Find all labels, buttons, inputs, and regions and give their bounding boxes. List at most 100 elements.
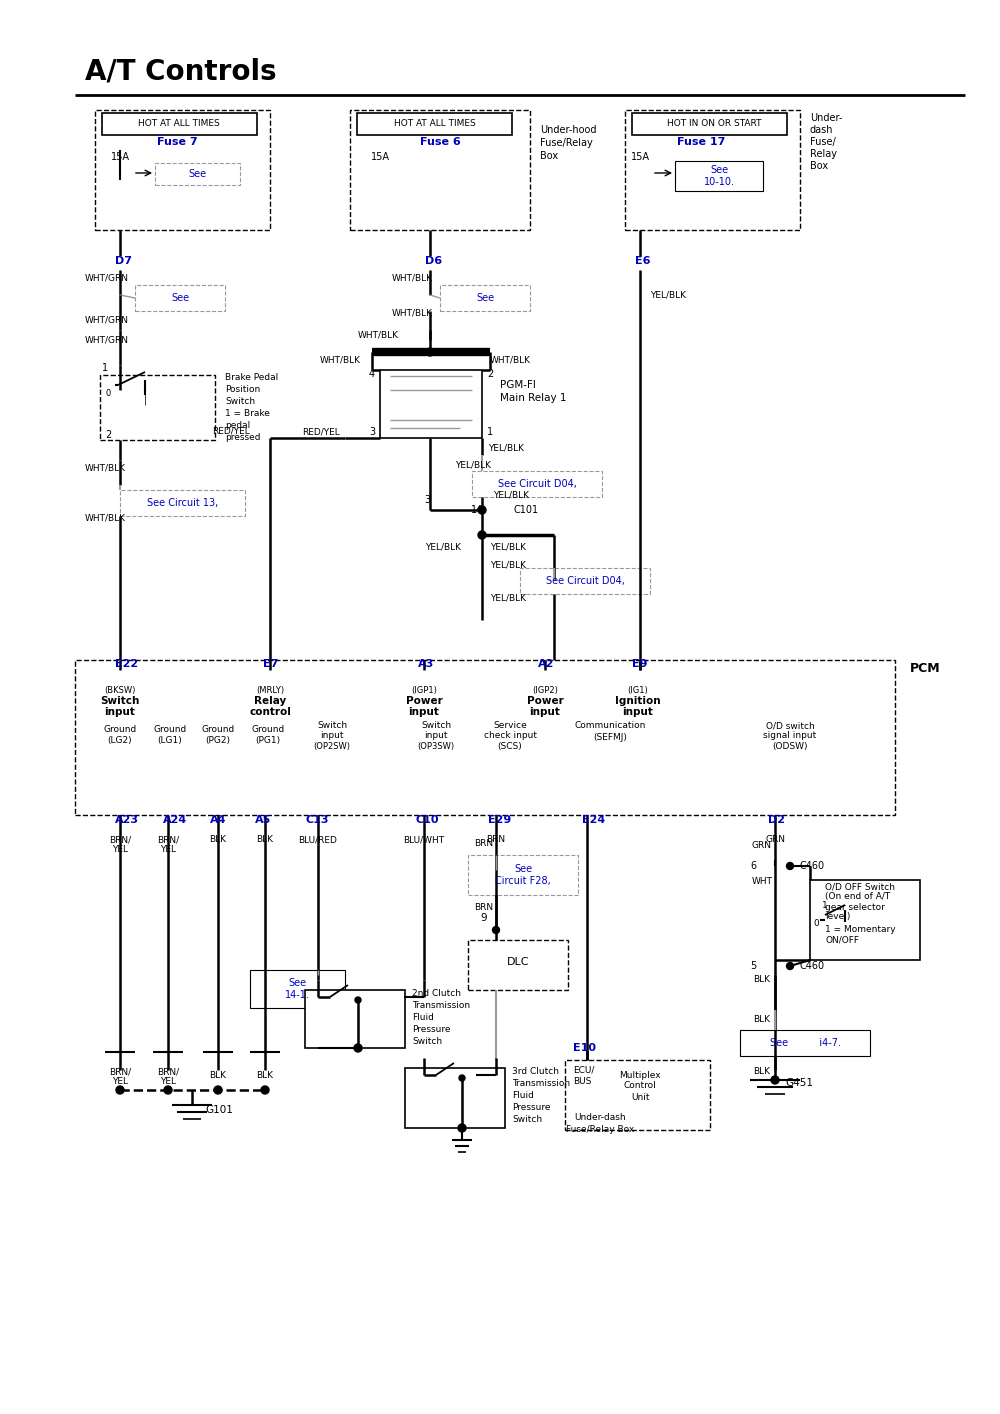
Bar [468,855,578,895]
Text: 1 = Brake: 1 = Brake [225,410,270,419]
Text: |: | [143,395,147,406]
Text: BLK: BLK [754,1068,770,1076]
Text: WHT/BLK: WHT/BLK [320,355,360,365]
Text: Power: Power [527,696,563,706]
Text: 2nd Clutch: 2nd Clutch [412,988,461,997]
Text: C13: C13 [305,814,328,824]
Text: 3: 3 [424,495,430,505]
Text: 6: 6 [750,861,756,871]
Text: A/T Controls: A/T Controls [85,58,277,86]
Text: Box: Box [810,161,828,171]
Text: pressed: pressed [225,434,260,443]
Text: WHT/BLK: WHT/BLK [358,331,399,339]
Text: See
14-1.: See 14-1. [285,978,310,1000]
Text: BLK: BLK [754,976,770,984]
Text: (SCS): (SCS) [498,741,522,751]
Text: BRN: BRN [486,836,506,844]
Text: Switch: Switch [225,397,255,406]
Text: A4: A4 [210,814,226,824]
Text: Power: Power [406,696,442,706]
Text: Transmission: Transmission [412,1001,470,1010]
Text: 1: 1 [487,427,493,437]
Text: RED/YEL: RED/YEL [302,427,340,437]
Bar [350,110,530,230]
Text: BRN/: BRN/ [157,836,179,844]
Text: 3: 3 [369,427,375,437]
Text: 1: 1 [102,363,108,373]
Text: See: See [476,293,494,303]
Text: (MRLY): (MRLY) [256,686,284,694]
Text: BLK: BLK [256,1070,274,1079]
Text: BUS: BUS [573,1077,591,1086]
Text: (LG2): (LG2) [108,735,132,745]
Text: WHT/BLK: WHT/BLK [392,273,433,283]
Text: (SEFMJ): (SEFMJ) [593,734,627,742]
Text: (IG1): (IG1) [628,686,648,694]
Text: Fuse/: Fuse/ [810,137,836,147]
Text: See: See [188,170,207,180]
Text: (BKSW): (BKSW) [104,686,136,694]
Text: WHT: WHT [752,878,772,887]
Text: Pressure: Pressure [512,1103,550,1113]
Text: YEL/BLK: YEL/BLK [490,543,526,551]
Text: Multiplex: Multiplex [619,1070,661,1079]
Circle shape [426,348,434,356]
Text: See: See [171,293,189,303]
Text: GRN: GRN [765,836,785,844]
Text: (IGP1): (IGP1) [411,686,437,694]
Text: BRN: BRN [474,839,494,847]
Text: Relay: Relay [254,696,286,706]
Circle shape [355,997,361,1003]
Text: 1 = Momentary: 1 = Momentary [825,926,896,935]
Text: DLC: DLC [507,957,529,967]
Text: Fuse 7: Fuse 7 [157,137,198,147]
Text: YEL: YEL [112,1077,128,1086]
Circle shape [478,532,486,539]
Text: RED/YEL: RED/YEL [212,427,250,436]
Circle shape [458,1124,466,1133]
Text: 1: 1 [822,902,828,911]
Text: A3: A3 [418,659,434,669]
Text: Transmission: Transmission [512,1079,570,1089]
Text: input: input [530,707,560,717]
Text: 15A: 15A [631,151,650,163]
Circle shape [164,1086,172,1094]
Text: ON/OFF: ON/OFF [825,936,859,945]
Text: (PG2): (PG2) [206,735,230,745]
Text: BLK: BLK [210,1070,226,1079]
Text: BRN/: BRN/ [157,1068,179,1076]
Text: E29: E29 [488,814,511,824]
Text: (OP2SW): (OP2SW) [314,741,351,751]
Text: Ground: Ground [153,725,187,734]
Text: Fuse 6: Fuse 6 [420,137,461,147]
Circle shape [492,926,500,933]
Circle shape [116,1086,124,1094]
Text: input: input [320,731,344,741]
Text: Ground: Ground [201,725,235,734]
Text: ECU/: ECU/ [573,1066,594,1075]
Text: HOT AT ALL TIMES: HOT AT ALL TIMES [138,120,220,129]
Text: Switch: Switch [317,721,347,731]
Text: E6: E6 [635,256,650,266]
Text: PGM-FI: PGM-FI [500,380,536,390]
Text: 9: 9 [481,913,487,923]
Text: BLK: BLK [256,836,274,844]
Text: dash: dash [810,124,834,134]
Text: See
10-10.: See 10-10. [704,165,734,187]
Text: A2: A2 [538,659,554,669]
Text: Pressure: Pressure [412,1025,450,1034]
Text: 3rd Clutch: 3rd Clutch [512,1068,559,1076]
Bar [468,940,568,990]
Text: input: input [623,707,653,717]
Text: E7: E7 [263,659,278,669]
Text: Control: Control [624,1082,656,1090]
Text: 15A: 15A [110,151,130,163]
Text: Position: Position [225,386,260,395]
Circle shape [786,863,794,870]
Bar [740,1029,870,1056]
Text: O/D switch: O/D switch [766,721,814,731]
Text: YEL: YEL [112,846,128,854]
Text: pedal: pedal [225,421,250,430]
Text: 0: 0 [105,389,111,397]
Text: C101: C101 [513,505,538,515]
